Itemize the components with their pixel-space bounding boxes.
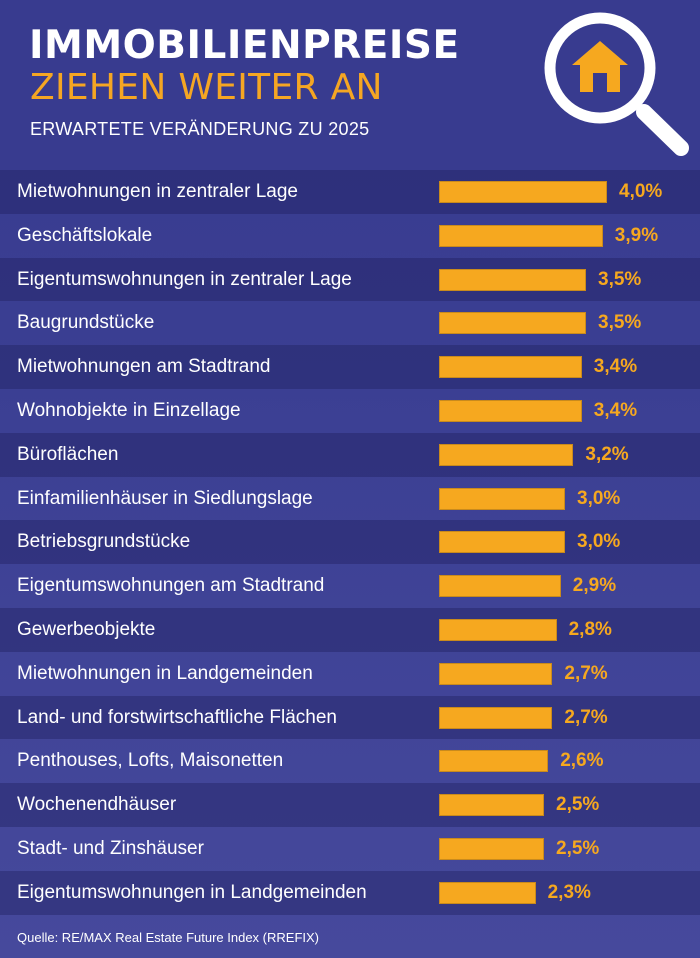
value-label: 2,8% bbox=[568, 618, 612, 640]
chart-row: Stadt- und Zinshäuser 2,5% bbox=[0, 827, 700, 871]
category-label: Betriebsgrundstücke bbox=[17, 531, 191, 553]
category-label: Geschäftslokale bbox=[17, 224, 153, 246]
value-label: 2,6% bbox=[560, 750, 604, 772]
value-label: 2,3% bbox=[547, 881, 591, 903]
category-label: Penthouses, Lofts, Maisonetten bbox=[17, 750, 284, 772]
source-note: Quelle: RE/MAX Real Estate Future Index … bbox=[17, 930, 319, 945]
chart-row: Land- und forstwirtschaftliche Flächen 2,… bbox=[0, 695, 700, 740]
chart-row: Eigentumswohnungen am Stadtrand 2,9% bbox=[0, 564, 700, 608]
magnifier-lens bbox=[544, 12, 656, 124]
category-label: Gewerbeobjekte bbox=[17, 618, 156, 640]
chart-row: Mietwohnungen in Landgemeinden 2,7% bbox=[0, 652, 700, 696]
bar bbox=[439, 443, 574, 466]
title-line-2: ZIEHEN WEITER AN bbox=[30, 67, 383, 108]
bar bbox=[439, 881, 536, 904]
bar bbox=[439, 356, 582, 379]
bar bbox=[439, 618, 557, 641]
value-label: 2,5% bbox=[556, 794, 600, 816]
magnifier-house-icon bbox=[544, 12, 689, 156]
bar bbox=[439, 181, 607, 203]
bar bbox=[439, 662, 553, 685]
category-label: Wohnobjekte in Einzellage bbox=[17, 399, 241, 421]
category-label: Mietwohnungen in Landgemeinden bbox=[17, 662, 313, 684]
value-label: 2,5% bbox=[556, 837, 600, 859]
chart-row: Einfamilienhäuser in Siedlungslage 3,0% bbox=[0, 477, 700, 521]
bar bbox=[439, 794, 544, 817]
bar bbox=[439, 531, 565, 554]
bar bbox=[439, 750, 549, 773]
bar bbox=[439, 487, 565, 510]
chart-row: Wohnobjekte in Einzellage 3,4% bbox=[0, 389, 700, 433]
chart-row: Betriebsgrundstücke 3,0% bbox=[0, 520, 700, 565]
bar bbox=[439, 575, 561, 598]
value-label: 2,9% bbox=[572, 575, 617, 597]
value-label: 3,5% bbox=[598, 268, 642, 290]
chart-row: Gewerbeobjekte 2,8% bbox=[0, 607, 700, 652]
category-label: Eigentumswohnungen in zentraler Lage bbox=[17, 268, 352, 290]
category-label: Land- und forstwirtschaftliche Flächen bbox=[17, 706, 337, 728]
bar bbox=[439, 268, 586, 291]
value-label: 3,5% bbox=[598, 312, 642, 334]
category-label: Baugrundstücke bbox=[17, 312, 155, 334]
value-label: 4,0% bbox=[619, 181, 663, 202]
value-label: 3,4% bbox=[593, 356, 638, 378]
header: IMMOBILIENPREISE ZIEHEN WEITER AN ERWART… bbox=[0, 0, 700, 170]
bar bbox=[439, 312, 586, 335]
chart-row: Eigentumswohnungen in zentraler Lage 3,5% bbox=[0, 257, 700, 302]
chart-row: Mietwohnungen am Stadtrand 3,4% bbox=[0, 345, 700, 389]
chart-row: Baugrundstücke 3,5% bbox=[0, 301, 700, 345]
bar bbox=[439, 224, 603, 247]
category-label: Mietwohnungen am Stadtrand bbox=[17, 356, 271, 378]
value-label: 3,0% bbox=[577, 487, 621, 509]
value-label: 3,2% bbox=[585, 443, 629, 465]
bar bbox=[439, 399, 582, 422]
value-label: 2,7% bbox=[564, 706, 608, 728]
value-label: 3,4% bbox=[593, 399, 638, 421]
title-line-1: IMMOBILIENPREISE bbox=[29, 23, 460, 68]
chart-row: Penthouses, Lofts, Maisonetten 2,6% bbox=[0, 739, 700, 783]
bar bbox=[439, 837, 544, 860]
category-label: Wochenendhäuser bbox=[17, 794, 177, 816]
bar-chart: Mietwohnungen in zentraler Lage 4,0% Gesch… bbox=[0, 170, 700, 915]
chart-row: Mietwohnungen in zentraler Lage 4,0% bbox=[0, 170, 700, 214]
category-label: Stadt- und Zinshäuser bbox=[17, 837, 204, 859]
house-icon bbox=[572, 41, 628, 92]
value-label: 3,0% bbox=[577, 531, 621, 553]
category-label: Büroflächen bbox=[17, 443, 119, 465]
chart-row: Büroflächen 3,2% bbox=[0, 432, 700, 477]
category-label: Einfamilienhäuser in Siedlungslage bbox=[17, 487, 313, 509]
magnifier-handle bbox=[636, 104, 689, 156]
bar bbox=[439, 706, 553, 729]
category-label: Eigentumswohnungen in Landgemeinden bbox=[17, 881, 367, 903]
value-label: 3,9% bbox=[614, 224, 659, 246]
chart-row: Eigentumswohnungen in Landgemeinden 2,3% bbox=[0, 870, 700, 915]
chart-row: Geschäftslokale 3,9% bbox=[0, 214, 700, 258]
category-label: Mietwohnungen in zentraler Lage bbox=[17, 181, 298, 202]
chart-row: Wochenendhäuser 2,5% bbox=[0, 783, 700, 827]
category-label: Eigentumswohnungen am Stadtrand bbox=[17, 575, 325, 597]
value-label: 2,7% bbox=[564, 662, 608, 684]
subtitle: ERWARTETE VERÄNDERUNG ZU 2025 bbox=[30, 119, 370, 139]
